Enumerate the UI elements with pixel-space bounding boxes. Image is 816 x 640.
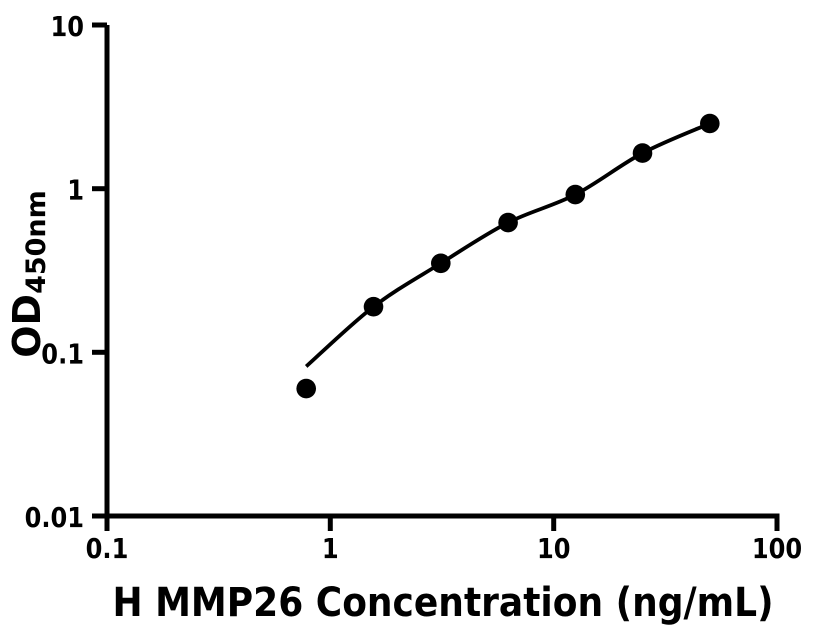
data-point bbox=[431, 253, 451, 274]
y-tick-label: 0.1 bbox=[41, 337, 84, 370]
data-point bbox=[363, 296, 384, 317]
data-point bbox=[498, 212, 518, 233]
x-tick-label: 10 bbox=[537, 532, 571, 565]
x-axis-title: H MMP26 Concentration (ng/mL) bbox=[112, 580, 774, 626]
data-point bbox=[296, 378, 317, 399]
x-tick-label: 100 bbox=[752, 532, 802, 565]
y-tick-label: 1 bbox=[67, 174, 84, 207]
data-point bbox=[565, 184, 586, 205]
x-tick-label: 1 bbox=[322, 532, 339, 565]
y-axis-title-main: OD bbox=[5, 293, 49, 358]
y-tick-label: 0.01 bbox=[25, 501, 84, 534]
y-axis-title-subscript: 450nm bbox=[21, 190, 52, 294]
data-point bbox=[632, 143, 653, 163]
y-tick-label: 10 bbox=[51, 10, 85, 43]
y-axis-title: OD450nm bbox=[5, 190, 52, 358]
data-point bbox=[700, 113, 720, 134]
x-tick-label: 0.1 bbox=[86, 532, 129, 565]
